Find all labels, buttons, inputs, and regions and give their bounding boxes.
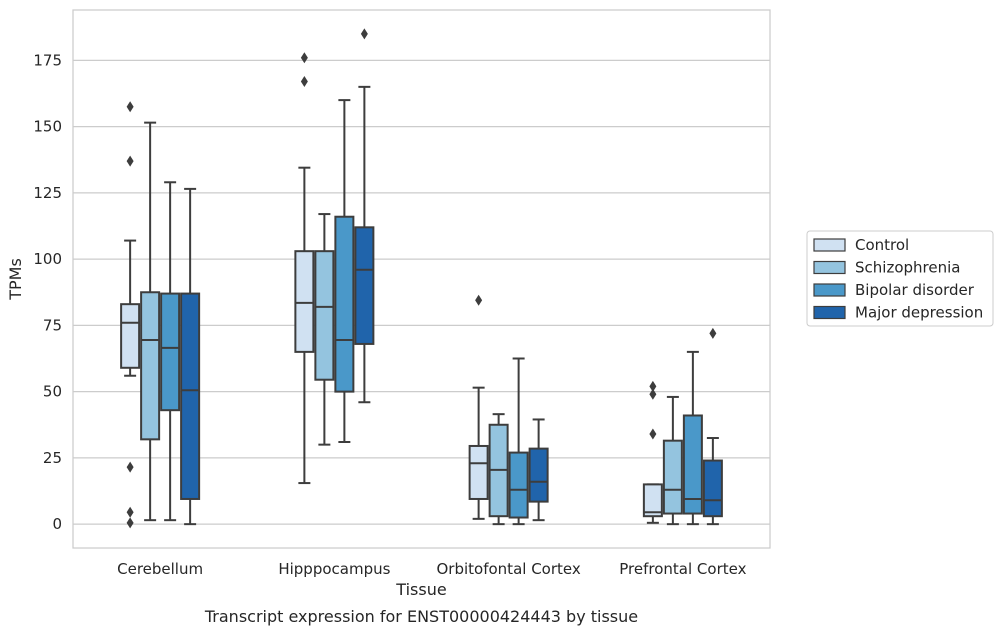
category-group-hipppocampus bbox=[294, 28, 375, 485]
x-axis-label: Tissue bbox=[395, 580, 446, 599]
box-iqr bbox=[140, 291, 161, 441]
box-bipolar-disorder bbox=[508, 357, 529, 526]
legend-swatch bbox=[813, 305, 846, 320]
legend-item: Major depression bbox=[813, 304, 983, 322]
outlier-marker bbox=[649, 380, 657, 392]
outlier-marker bbox=[475, 294, 483, 306]
x-tick-label: Prefrontal Cortex bbox=[619, 560, 746, 578]
legend-label: Major depression bbox=[855, 304, 983, 322]
y-tick-label: 125 bbox=[33, 184, 62, 202]
outlier-marker bbox=[300, 76, 308, 88]
box-control bbox=[642, 380, 663, 524]
y-tick-labels: 0 25 50 75 100 125 150 175 bbox=[33, 51, 62, 533]
x-tick-label: Orbitofontal Cortex bbox=[437, 560, 581, 578]
legend-label: Control bbox=[855, 236, 909, 254]
legend-item: Control bbox=[813, 236, 909, 254]
box-iqr bbox=[682, 414, 703, 515]
box-bipolar-disorder bbox=[160, 181, 181, 522]
box-bipolar-disorder bbox=[682, 350, 703, 526]
legend-swatch bbox=[813, 238, 846, 252]
y-axis-label: TPMs bbox=[6, 258, 25, 301]
box-iqr bbox=[334, 215, 355, 393]
legend-frame bbox=[806, 230, 994, 327]
legend-item: Schizophrenia bbox=[813, 259, 960, 277]
outlier-marker bbox=[360, 28, 368, 40]
box-major-depression bbox=[354, 28, 375, 404]
legend-label: Bipolar disorder bbox=[855, 281, 975, 299]
y-tick-label: 100 bbox=[33, 250, 62, 268]
box-iqr bbox=[662, 439, 683, 515]
box-plot-groups bbox=[120, 28, 723, 529]
category-group-cerebellum bbox=[120, 101, 201, 529]
y-tick-label: 175 bbox=[33, 51, 62, 69]
chart-caption: Transcript expression for ENST0000042444… bbox=[204, 607, 638, 626]
box-iqr bbox=[528, 447, 549, 503]
x-tick-label: Hipppocampus bbox=[278, 560, 390, 578]
outlier-marker bbox=[126, 155, 134, 167]
plot-frame bbox=[72, 9, 771, 549]
legend-item: Bipolar disorder bbox=[813, 281, 975, 299]
outlier-marker bbox=[709, 327, 717, 339]
box-control bbox=[294, 52, 315, 485]
box-iqr bbox=[120, 303, 141, 369]
y-tick-label: 50 bbox=[43, 383, 62, 401]
box-schizophrenia bbox=[140, 121, 161, 522]
box-iqr bbox=[160, 292, 181, 412]
category-group-orbitofontal-cortex bbox=[468, 294, 549, 526]
box-iqr bbox=[702, 459, 723, 518]
y-tick-label: 150 bbox=[33, 118, 62, 136]
legend-label: Schizophrenia bbox=[855, 259, 960, 277]
box-bipolar-disorder bbox=[334, 99, 355, 443]
box-iqr bbox=[294, 250, 315, 353]
box-iqr bbox=[354, 226, 375, 345]
box-iqr bbox=[468, 444, 489, 500]
outlier-marker bbox=[300, 52, 308, 64]
legend-swatch bbox=[813, 260, 846, 275]
outlier-marker bbox=[126, 506, 134, 518]
x-tick-label: Cerebellum bbox=[117, 560, 203, 578]
outlier-marker bbox=[649, 388, 657, 400]
box-schizophrenia bbox=[488, 413, 509, 526]
outlier-marker bbox=[126, 461, 134, 473]
box-major-depression bbox=[528, 418, 549, 522]
y-tick-label: 25 bbox=[43, 449, 62, 467]
legend: Control Schizophrenia Bipolar disorder Majo… bbox=[806, 230, 994, 327]
y-tick-label: 0 bbox=[52, 515, 62, 533]
box-control bbox=[120, 101, 141, 529]
y-tick-label: 75 bbox=[43, 316, 62, 334]
box-iqr bbox=[180, 292, 201, 500]
box-iqr bbox=[642, 483, 663, 518]
box-schizophrenia bbox=[314, 213, 335, 446]
box-iqr bbox=[508, 451, 529, 519]
box-schizophrenia bbox=[662, 395, 683, 526]
category-group-prefrontal-cortex bbox=[642, 327, 723, 526]
outlier-marker bbox=[126, 101, 134, 113]
outlier-marker bbox=[649, 428, 657, 440]
box-major-depression bbox=[180, 187, 201, 526]
x-tick-labels: Cerebellum Hipppocampus Orbitofontal Corte… bbox=[117, 560, 746, 578]
box-major-depression bbox=[702, 327, 723, 526]
box-iqr bbox=[314, 250, 335, 381]
outlier-marker bbox=[126, 517, 134, 529]
box-control bbox=[468, 294, 489, 520]
legend-swatch bbox=[813, 283, 846, 297]
